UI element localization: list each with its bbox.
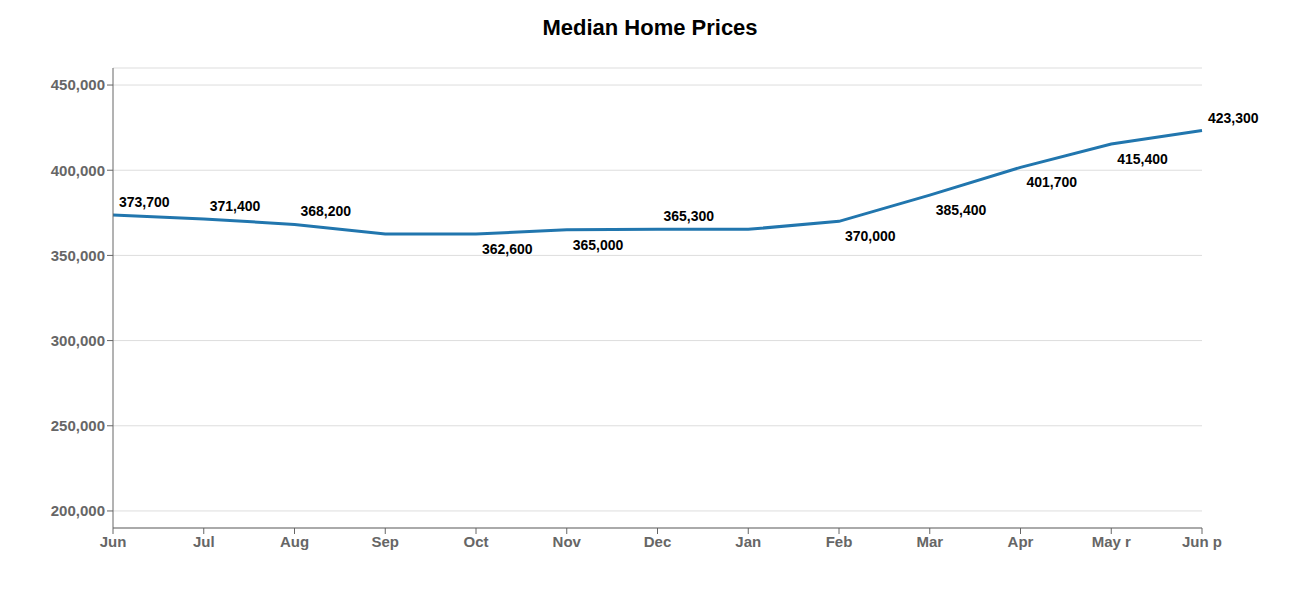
svg-text:450,000: 450,000 [51,76,105,93]
svg-text:Nov: Nov [553,533,582,550]
svg-text:250,000: 250,000 [51,417,105,434]
svg-text:Aug: Aug [280,533,309,550]
svg-text:370,000: 370,000 [845,228,896,244]
svg-text:Sep: Sep [371,533,399,550]
svg-text:368,200: 368,200 [301,203,352,219]
svg-text:Apr: Apr [1008,533,1034,550]
svg-text:365,000: 365,000 [573,237,624,253]
svg-text:200,000: 200,000 [51,502,105,519]
svg-text:Mar: Mar [916,533,943,550]
svg-text:373,700: 373,700 [119,194,170,210]
svg-text:401,700: 401,700 [1027,174,1078,190]
svg-text:400,000: 400,000 [51,162,105,179]
svg-text:385,400: 385,400 [936,202,987,218]
svg-text:Feb: Feb [826,533,853,550]
svg-text:Dec: Dec [644,533,672,550]
svg-text:423,300: 423,300 [1208,110,1259,126]
svg-text:300,000: 300,000 [51,332,105,349]
svg-text:May r: May r [1092,533,1131,550]
svg-text:Jul: Jul [193,533,215,550]
svg-text:415,400: 415,400 [1117,151,1168,167]
svg-text:Jun: Jun [100,533,127,550]
html-text:Median Home Prices: Median Home Prices [542,15,758,40]
svg-text:371,400: 371,400 [210,198,261,214]
svg-text:Jun p: Jun p [1182,533,1222,550]
svg-text:362,600: 362,600 [482,241,533,257]
svg-text:350,000: 350,000 [51,247,105,264]
svg-text:365,300: 365,300 [664,208,715,224]
svg-text:Jan: Jan [735,533,761,550]
svg-text:Oct: Oct [463,533,488,550]
